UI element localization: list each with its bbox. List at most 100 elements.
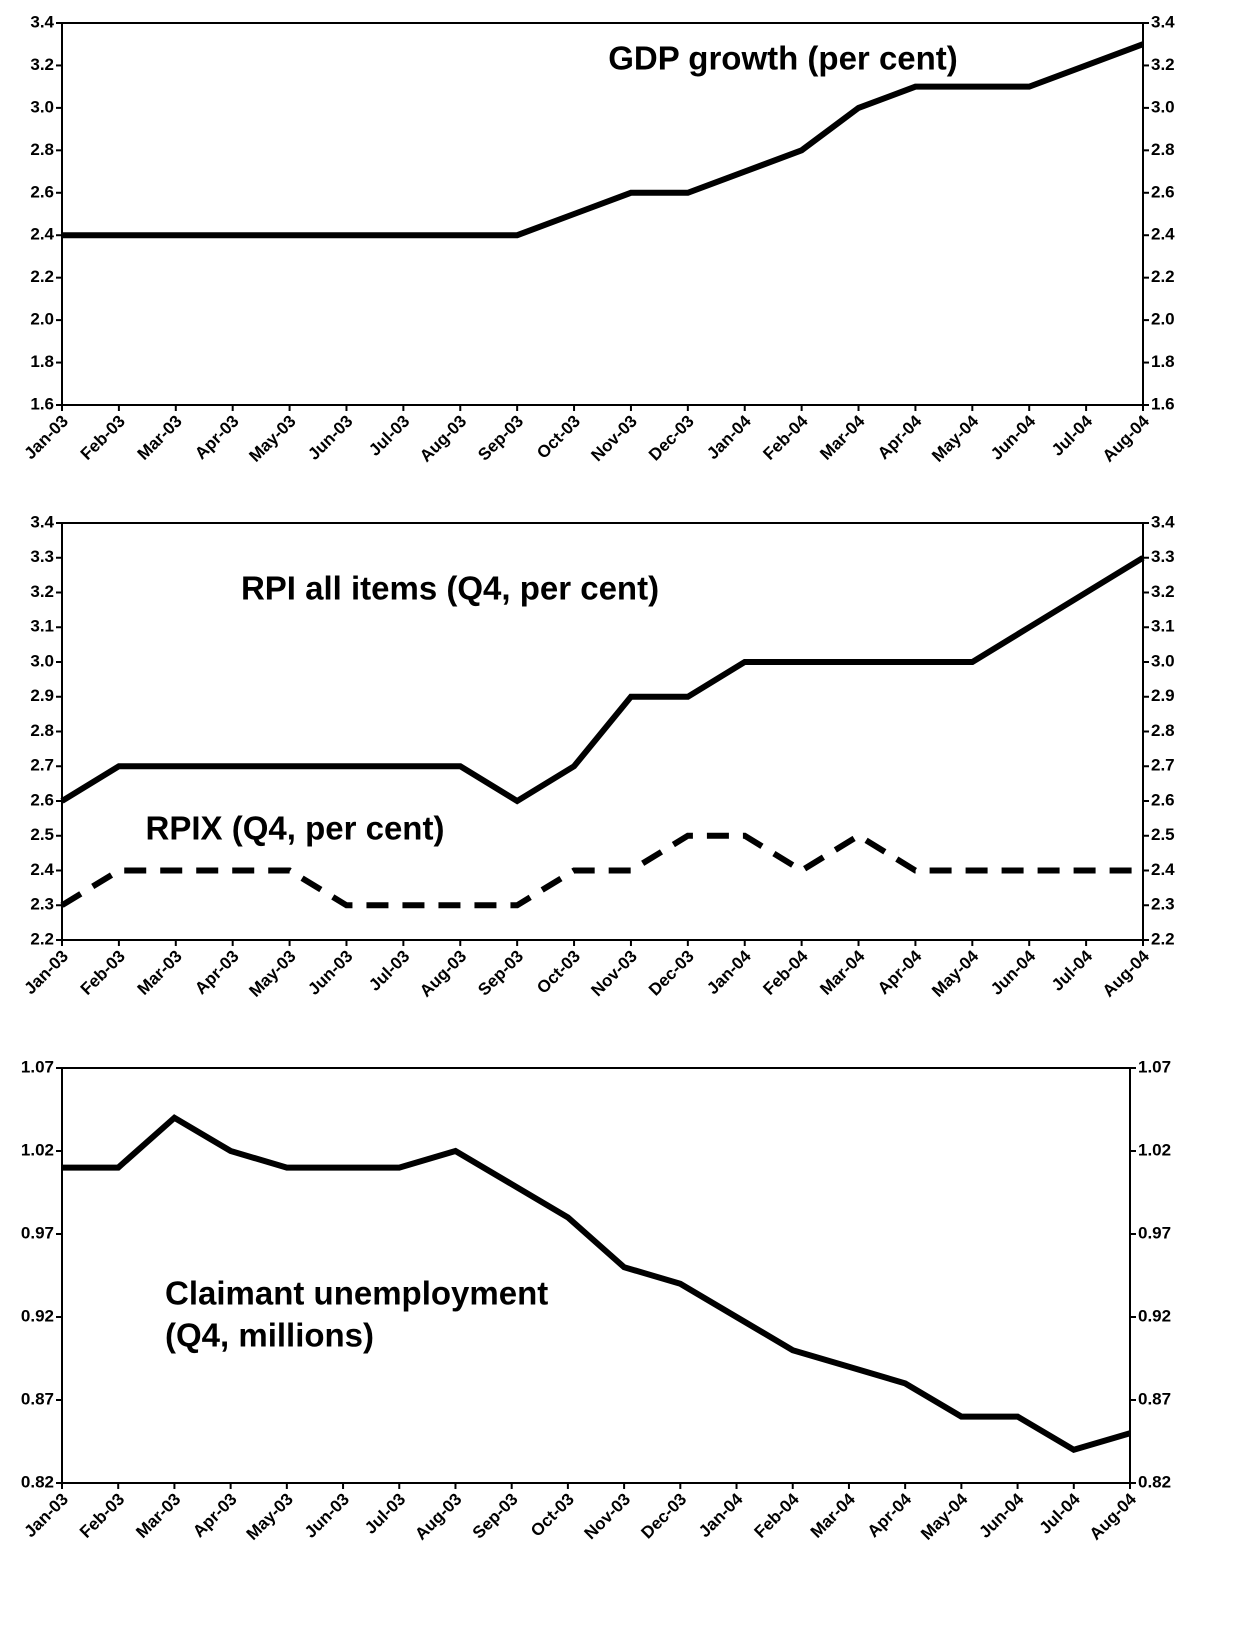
y2-tick-label: 2.8	[1151, 140, 1175, 159]
y-tick-label: 1.8	[30, 352, 54, 371]
y2-tick-label: 2.6	[1151, 182, 1175, 201]
y2-tick-label: 1.02	[1138, 1140, 1171, 1159]
x-tick-label: Jun-04	[987, 411, 1040, 464]
y-tick-label: 1.07	[21, 1057, 54, 1076]
x-tick-label: Nov-03	[587, 947, 641, 1001]
y-tick-label: 2.2	[30, 929, 54, 948]
x-tick-label: Jul-03	[361, 1490, 409, 1538]
y2-tick-label: 2.6	[1151, 790, 1175, 809]
y-tick-label: 3.4	[30, 12, 54, 31]
y2-tick-label: 1.8	[1151, 352, 1175, 371]
series-label: Claimant unemployment	[165, 1275, 548, 1312]
x-tick-label: Mar-03	[132, 1490, 184, 1542]
y2-tick-label: 3.0	[1151, 97, 1175, 116]
x-tick-label: Mar-03	[134, 412, 186, 464]
x-tick-label: Jul-04	[1048, 411, 1097, 460]
x-tick-label: Jul-03	[365, 412, 413, 460]
y2-tick-label: 1.07	[1138, 1057, 1171, 1076]
y2-tick-label: 2.0	[1151, 310, 1175, 329]
y2-tick-label: 0.87	[1138, 1389, 1171, 1408]
plot-frame	[61, 22, 1144, 406]
y2-tick-label: 3.0	[1151, 651, 1175, 670]
x-tick-label: Aug-03	[411, 1490, 465, 1544]
x-tick-label: Oct-03	[527, 1490, 578, 1541]
x-tick-label: Aug-04	[1086, 1489, 1141, 1544]
y2-tick-label: 3.2	[1151, 582, 1175, 601]
y2-tick-label: 2.4	[1151, 225, 1175, 244]
x-tick-label: May-03	[243, 1490, 297, 1544]
y-tick-label: 2.2	[30, 267, 54, 286]
x-tick-label: Dec-03	[645, 412, 698, 465]
x-tick-label: Nov-03	[587, 412, 641, 466]
y2-tick-label: 2.2	[1151, 267, 1175, 286]
x-tick-label: May-04	[917, 1489, 972, 1544]
x-tick-label: Apr-04	[874, 946, 926, 998]
x-tick-label: Aug-04	[1099, 946, 1154, 1001]
y-tick-label: 2.8	[30, 721, 54, 740]
y-tick-label: 2.4	[30, 860, 54, 879]
y2-tick-label: 2.3	[1151, 895, 1175, 914]
x-tick-label: May-03	[245, 947, 299, 1001]
x-tick-label: Feb-03	[77, 947, 129, 999]
y-tick-label: 3.0	[30, 97, 54, 116]
x-tick-label: Oct-03	[533, 412, 584, 463]
y-tick-label: 3.3	[30, 547, 54, 566]
y2-tick-label: 2.2	[1151, 929, 1175, 948]
x-tick-label: Aug-03	[416, 947, 470, 1001]
y2-tick-label: 2.4	[1151, 860, 1175, 879]
y2-tick-label: 2.7	[1151, 756, 1175, 775]
y-tick-label: 3.0	[30, 651, 54, 670]
x-tick-label: Mar-04	[807, 1489, 860, 1542]
series-line	[60, 555, 1145, 805]
x-tick-label: Jan-03	[20, 1490, 72, 1542]
x-tick-label: Sep-03	[474, 412, 527, 465]
x-tick-label: Jun-03	[304, 412, 356, 464]
y-tick-label: 2.7	[30, 756, 54, 775]
x-tick-label: May-03	[245, 412, 299, 466]
x-tick-label: Jul-03	[365, 947, 413, 995]
x-tick-label: Jan-04	[703, 946, 755, 998]
series-label: (Q4, millions)	[165, 1317, 374, 1354]
y2-tick-label: 2.8	[1151, 721, 1175, 740]
y-tick-label: 2.0	[30, 310, 54, 329]
y-tick-label: 0.82	[21, 1472, 54, 1491]
series-line	[60, 832, 1143, 909]
series-line	[62, 41, 1145, 239]
y2-tick-label: 3.2	[1151, 55, 1175, 74]
y2-tick-label: 0.92	[1138, 1306, 1171, 1325]
y2-tick-label: 2.9	[1151, 686, 1175, 705]
x-tick-label: Jul-04	[1048, 946, 1097, 995]
y2-tick-label: 2.5	[1151, 825, 1175, 844]
series-label: RPI all items (Q4, per cent)	[241, 570, 659, 607]
x-tick-label: Jun-04	[987, 946, 1040, 999]
x-tick-label: Mar-03	[134, 947, 186, 999]
x-tick-label: Jun-04	[975, 1489, 1028, 1542]
y-tick-label: 0.97	[21, 1223, 54, 1242]
x-tick-label: Apr-03	[191, 412, 243, 464]
y-tick-label: 0.92	[21, 1306, 54, 1325]
x-tick-label: Jun-03	[304, 947, 356, 999]
y-tick-label: 2.6	[30, 790, 54, 809]
y-tick-label: 2.3	[30, 895, 54, 914]
x-tick-label: May-04	[928, 946, 983, 1001]
y2-tick-label: 0.97	[1138, 1223, 1171, 1242]
y2-tick-label: 1.6	[1151, 394, 1175, 413]
series-label: GDP growth (per cent)	[608, 40, 958, 77]
x-tick-label: Mar-04	[816, 946, 869, 999]
x-tick-label: Aug-03	[416, 412, 470, 466]
x-tick-label: Jan-04	[703, 411, 755, 463]
x-tick-label: Oct-03	[533, 947, 584, 998]
x-tick-label: Dec-03	[645, 947, 698, 1000]
x-tick-label: Sep-03	[469, 1490, 522, 1543]
x-tick-label: Feb-04	[751, 1489, 804, 1542]
x-tick-label: Jun-03	[301, 1490, 353, 1542]
y-tick-label: 2.4	[30, 225, 54, 244]
x-tick-label: Nov-03	[581, 1490, 635, 1544]
y-tick-label: 0.87	[21, 1389, 54, 1408]
y-tick-label: 2.8	[30, 140, 54, 159]
y-tick-label: 3.2	[30, 55, 54, 74]
x-tick-label: Jan-04	[695, 1489, 747, 1541]
y-tick-label: 3.1	[30, 617, 54, 636]
